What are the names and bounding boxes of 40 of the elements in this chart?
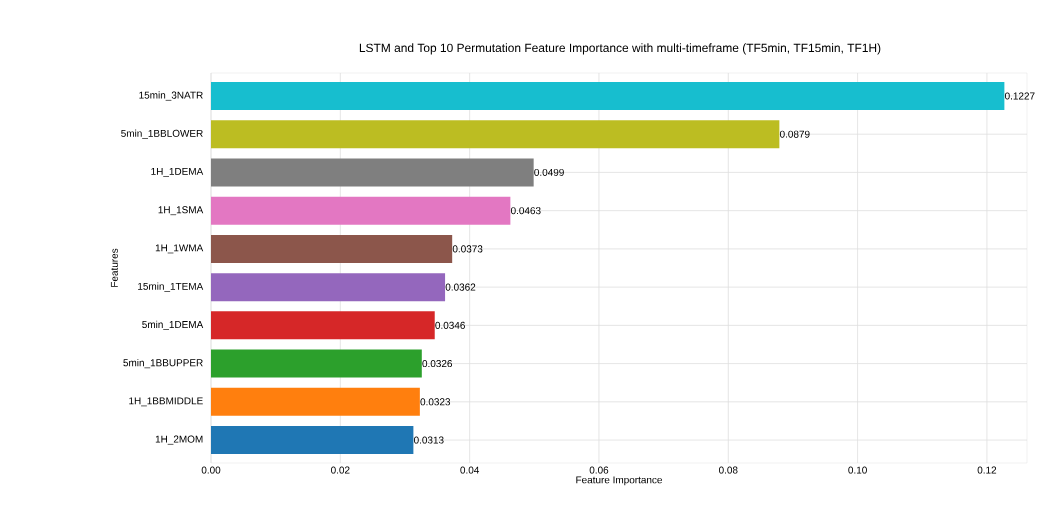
y-tick-label: 1H_1SMA	[158, 206, 204, 216]
x-tick-label: 0.06	[589, 466, 609, 474]
bar	[211, 273, 446, 302]
data-label: 0.0326	[422, 360, 453, 368]
x-tick-label: 0.02	[331, 466, 350, 474]
bar	[211, 349, 422, 378]
y-tick-label: 1H_1WMA	[155, 244, 204, 254]
data-label: 0.0323	[420, 398, 451, 406]
x-tick-label: 0.04	[460, 466, 480, 474]
bar	[211, 426, 414, 455]
x-tick-label: 0.10	[848, 466, 867, 474]
bar	[211, 387, 420, 416]
y-tick-label: 1H_2MOM	[155, 435, 203, 445]
y-axis-title: Features	[110, 248, 118, 287]
x-tick-label: 0.00	[201, 466, 221, 474]
data-label: 0.1227	[1004, 92, 1035, 100]
bar	[211, 196, 511, 225]
y-tick-label: 1H_1BBMIDDLE	[129, 397, 203, 407]
data-label: 0.0346	[435, 321, 465, 329]
y-tick-label: 5min_1DEMA	[142, 320, 204, 330]
y-tick-label: 1H_1DEMA	[151, 168, 204, 177]
data-label: 0.0879	[779, 130, 810, 138]
bar	[211, 120, 780, 149]
y-tick-label: 5min_1BBUPPER	[123, 359, 203, 369]
bar	[211, 158, 534, 187]
data-label: 0.0313	[413, 436, 444, 444]
data-label: 0.0362	[445, 283, 476, 291]
x-tick-label: 0.12	[977, 466, 997, 474]
data-label: 0.0373	[452, 245, 483, 253]
chart-title: LSTM and Top 10 Permutation Feature Importance with multi-timeframe (TF5min, TF15min, TF1H)	[359, 43, 881, 55]
bar	[211, 81, 1005, 110]
y-tick-label: 5min_1BBLOWER	[121, 129, 203, 139]
y-tick-label: 15min_3NATR	[139, 91, 203, 101]
x-axis-title: Feature Importance	[576, 476, 663, 486]
y-tick-label: 15min_1TEMA	[138, 282, 204, 292]
bar	[211, 234, 453, 263]
data-label: 0.0463	[510, 207, 541, 215]
bar	[211, 311, 435, 340]
data-label: 0.0499	[534, 168, 564, 176]
x-tick-label: 0.08	[718, 466, 738, 474]
